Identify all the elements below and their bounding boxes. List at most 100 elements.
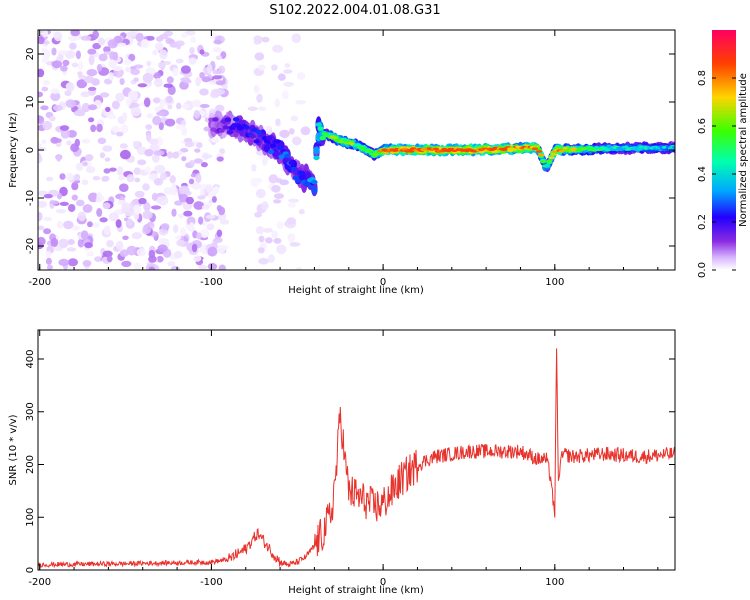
noise-speckle [257, 247, 265, 254]
noise-speckle [119, 183, 129, 192]
noise-speckle [81, 138, 91, 144]
signal-blob [533, 144, 541, 148]
noise-speckle [262, 158, 268, 166]
noise-speckle [198, 216, 204, 225]
noise-speckle [80, 35, 92, 41]
snr-y-tick-label: 0 [25, 567, 36, 573]
spectrogram-y-tick-label: -20 [25, 238, 36, 254]
noise-speckle [216, 156, 224, 162]
noise-speckle [65, 99, 76, 108]
noise-speckle [282, 90, 289, 100]
noise-speckle [126, 174, 135, 183]
noise-speckle [88, 117, 95, 123]
noise-speckle [49, 115, 56, 122]
noise-speckle [134, 64, 144, 69]
noise-speckle [98, 53, 108, 62]
noise-speckle [121, 202, 131, 213]
noise-speckle [45, 250, 52, 258]
noise-speckle [76, 199, 85, 207]
noise-speckle [190, 36, 197, 43]
noise-speckle [127, 90, 139, 100]
noise-speckle [142, 210, 153, 220]
noise-speckle [178, 193, 189, 203]
signal-blob [255, 129, 262, 135]
signal-blob [284, 153, 291, 159]
spectrogram-y-tick-label: 10 [25, 96, 36, 109]
noise-speckle [56, 154, 62, 162]
noise-speckle [38, 225, 45, 231]
signal-blob [358, 145, 365, 149]
noise-speckle [200, 162, 208, 168]
signal-blob [311, 186, 318, 195]
noise-speckle [174, 200, 183, 206]
noise-speckle [57, 50, 69, 56]
noise-speckle [42, 120, 53, 131]
noise-speckle [216, 229, 223, 237]
noise-speckle [91, 222, 100, 228]
snr-y-tick-label: 400 [25, 349, 36, 368]
signal-blob [544, 164, 551, 168]
noise-speckle [185, 196, 194, 205]
noise-speckle [77, 71, 83, 77]
noise-speckle [193, 255, 202, 262]
noise-speckle [41, 47, 48, 53]
noise-speckle [188, 222, 195, 231]
noise-speckle [205, 214, 216, 219]
noise-speckle [180, 227, 187, 237]
noise-speckle [38, 36, 45, 45]
noise-speckle [146, 60, 152, 67]
noise-speckle [146, 132, 152, 142]
noise-speckle [142, 72, 154, 83]
noise-speckle [296, 72, 306, 80]
noise-speckle [271, 230, 278, 239]
snr-x-tick-label: -100 [200, 577, 223, 588]
noise-speckle [131, 232, 142, 240]
snr-y-label: SNR (10 * v/v) [8, 414, 19, 485]
noise-speckle [121, 112, 128, 122]
signal-blob [243, 125, 250, 130]
noise-speckle [119, 143, 128, 149]
spectrogram-x-tick-label: -200 [28, 277, 51, 288]
noise-speckle [67, 239, 75, 245]
noise-speckle [53, 138, 62, 143]
noise-speckle [171, 151, 180, 159]
noise-speckle [84, 242, 93, 249]
noise-speckle [50, 91, 61, 102]
noise-speckle [296, 266, 302, 270]
noise-speckle [169, 175, 176, 184]
noise-speckle [148, 266, 156, 270]
noise-speckle [99, 217, 108, 223]
signal-blob [319, 136, 326, 141]
signal-blob [222, 125, 229, 130]
signal-blob [298, 170, 306, 176]
noise-speckle [66, 172, 74, 181]
noise-speckle [198, 264, 208, 270]
noise-speckle [159, 34, 169, 40]
snr-y-tick-label: 100 [25, 508, 36, 527]
noise-speckle [134, 190, 145, 198]
noise-speckle [85, 154, 94, 162]
noise-speckle [151, 205, 162, 210]
noise-speckle [211, 196, 217, 203]
noise-speckle [287, 202, 296, 208]
spectrogram-x-tick-label: 0 [380, 277, 386, 288]
noise-speckle [97, 37, 106, 46]
noise-speckle [94, 256, 103, 262]
noise-speckle [144, 149, 154, 157]
noise-speckle [58, 238, 69, 249]
noise-speckle [182, 79, 192, 84]
noise-speckle [76, 79, 88, 89]
colorbar-gradient [712, 30, 736, 270]
noise-speckle [153, 178, 164, 186]
noise-speckle [104, 157, 111, 162]
noise-speckle [103, 168, 111, 174]
noise-speckle [158, 61, 166, 69]
noise-speckle [191, 243, 198, 253]
noise-speckle [108, 212, 119, 222]
noise-speckle [71, 62, 79, 68]
noise-speckle [154, 78, 163, 88]
noise-speckle [42, 30, 48, 38]
spectrogram-y-label: Frequency (Hz) [8, 112, 19, 188]
noise-speckle [133, 262, 141, 270]
noise-speckle [62, 59, 70, 67]
